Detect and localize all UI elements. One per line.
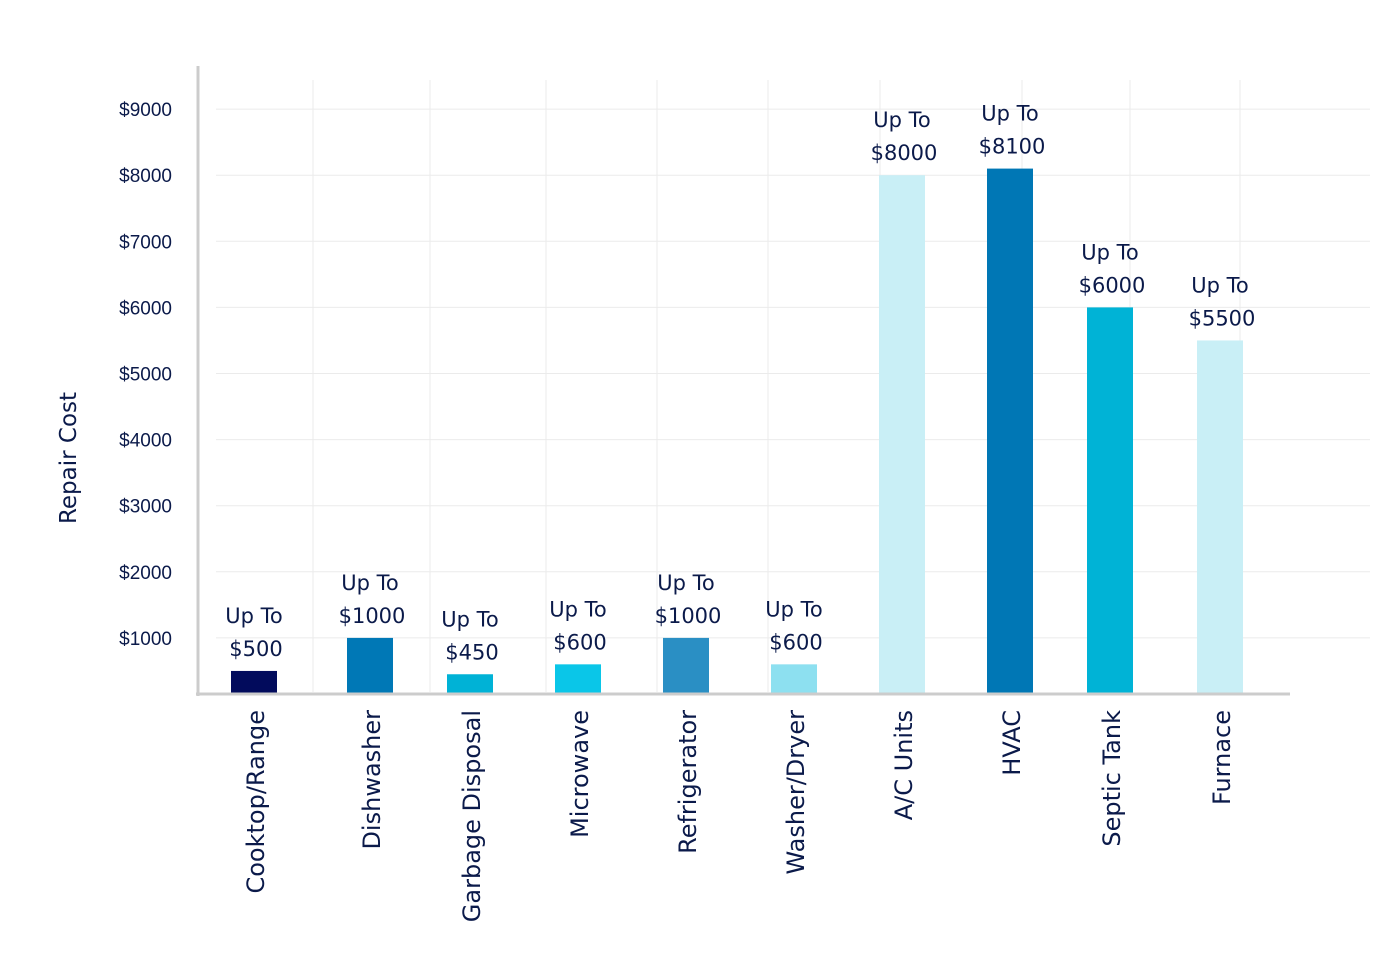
data-label-value: $1000 bbox=[339, 604, 406, 628]
data-label-prefix: Up To bbox=[1081, 240, 1138, 264]
data-label-prefix: Up To bbox=[765, 597, 822, 621]
bar bbox=[555, 664, 601, 694]
bar bbox=[1087, 307, 1133, 694]
data-label-prefix: Up To bbox=[441, 607, 498, 631]
x-category-label: Dishwasher bbox=[358, 710, 386, 850]
bar bbox=[987, 168, 1033, 695]
y-tick-label: $1000 bbox=[119, 629, 172, 650]
bar bbox=[1197, 340, 1243, 694]
x-category-label: Refrigerator bbox=[674, 710, 702, 854]
bar bbox=[771, 664, 817, 694]
data-label-value: $8000 bbox=[871, 141, 938, 165]
data-label-value: $1000 bbox=[655, 604, 722, 628]
bar bbox=[879, 175, 925, 694]
x-category-label: Microwave bbox=[566, 710, 594, 838]
y-axis-title: Repair Cost bbox=[56, 392, 82, 524]
bars bbox=[231, 168, 1243, 695]
y-tick-label: $5000 bbox=[119, 365, 172, 386]
data-label-value: $500 bbox=[229, 637, 282, 661]
data-label-prefix: Up To bbox=[225, 604, 282, 628]
data-label-prefix: Up To bbox=[1191, 273, 1248, 297]
data-label-prefix: Up To bbox=[873, 108, 930, 132]
x-category-label: Cooktop/Range bbox=[242, 710, 270, 894]
bar bbox=[663, 637, 709, 694]
bar bbox=[347, 637, 393, 694]
data-label-prefix: Up To bbox=[981, 102, 1038, 126]
x-axis-categories: Cooktop/Range Dishwasher Garbage Disposal M… bbox=[242, 710, 1236, 922]
x-category-label: Garbage Disposal bbox=[458, 710, 486, 922]
bar bbox=[447, 674, 493, 694]
data-label-prefix: Up To bbox=[341, 571, 398, 595]
x-category-label: A/C Units bbox=[890, 710, 918, 820]
data-label-value: $5500 bbox=[1189, 306, 1256, 330]
data-labels: Up To $500 Up To $1000 Up To $450 Up To $600 Up … bbox=[225, 102, 1255, 665]
y-tick-label: $2000 bbox=[119, 563, 172, 584]
y-tick-label: $3000 bbox=[119, 497, 172, 518]
y-tick-label: $9000 bbox=[119, 100, 172, 121]
data-label-prefix: Up To bbox=[657, 571, 714, 595]
y-tick-label: $4000 bbox=[119, 431, 172, 452]
y-tick-label: $6000 bbox=[119, 298, 172, 319]
y-axis-ticks: $1000 $2000 $3000 $4000 $5000 $6000 $7000 $8000… bbox=[119, 100, 172, 650]
data-label-value: $600 bbox=[553, 630, 606, 654]
x-category-label: Washer/Dryer bbox=[782, 710, 810, 875]
y-tick-label: $8000 bbox=[119, 166, 172, 187]
bar bbox=[231, 670, 277, 694]
x-category-label: Furnace bbox=[1208, 710, 1236, 805]
x-category-label: HVAC bbox=[998, 710, 1026, 776]
data-label-value: $450 bbox=[445, 640, 498, 664]
data-label-prefix: Up To bbox=[549, 597, 606, 621]
y-tick-label: $7000 bbox=[119, 232, 172, 253]
data-label-value: $8100 bbox=[979, 135, 1046, 159]
data-label-value: $600 bbox=[769, 630, 822, 654]
data-label-value: $6000 bbox=[1079, 273, 1146, 297]
x-category-label: Septic Tank bbox=[1098, 710, 1126, 847]
